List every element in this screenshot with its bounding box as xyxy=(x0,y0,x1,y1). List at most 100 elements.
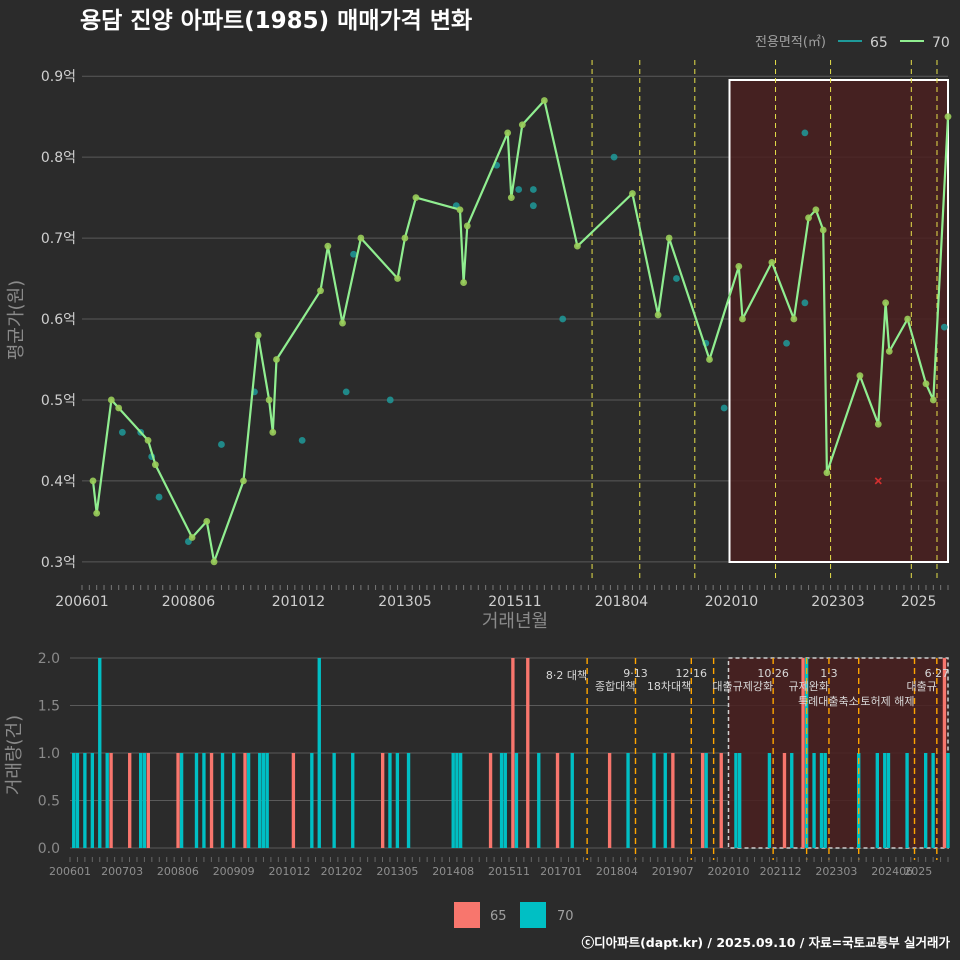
point-70 xyxy=(735,262,743,270)
point-70 xyxy=(357,234,365,242)
bar-70 xyxy=(905,753,909,848)
point-70 xyxy=(210,558,218,566)
policy-date: 10·26 xyxy=(757,667,789,680)
point-65 xyxy=(118,428,126,436)
point-70 xyxy=(463,222,471,230)
bar-70 xyxy=(790,753,794,848)
bar-70 xyxy=(883,753,887,848)
bar-65 xyxy=(511,658,515,848)
price-legend-title: 전용면적(㎡) xyxy=(755,35,826,50)
volume-y-tick: 2.0 xyxy=(38,651,60,667)
bar-70 xyxy=(317,658,321,848)
bar-65 xyxy=(526,658,530,848)
point-70 xyxy=(203,517,211,525)
price-x-tick: 201804 xyxy=(595,594,649,610)
point-70 xyxy=(922,380,930,388)
bar-70 xyxy=(537,753,541,848)
bar-70 xyxy=(767,753,772,848)
volume-highlight-box xyxy=(727,657,949,849)
policy-label: 8·2 대책 xyxy=(546,669,587,682)
bar-70 xyxy=(388,753,392,848)
point-65 xyxy=(155,493,163,501)
point-70 xyxy=(240,477,247,485)
bar-70 xyxy=(455,753,459,848)
bar-65 xyxy=(555,753,560,848)
policy-label: 규제완화 xyxy=(788,680,828,693)
bar-70 xyxy=(179,753,184,848)
bar-70 xyxy=(98,658,102,848)
bar-70 xyxy=(570,753,574,848)
bar-65 xyxy=(719,753,723,848)
bar-70 xyxy=(194,753,199,848)
point-70 xyxy=(507,194,515,201)
bar-70 xyxy=(258,753,262,848)
policy-label: 특례대출축소 xyxy=(798,695,859,708)
price-x-tick: 201012 xyxy=(272,594,325,610)
bar-70 xyxy=(75,753,80,848)
point-65 xyxy=(783,339,790,347)
point-65 xyxy=(801,129,809,137)
volume-y-label: 거래량(건) xyxy=(4,715,25,795)
bar-70 xyxy=(406,753,411,848)
bar-70 xyxy=(823,753,827,848)
volume-x-tick: 202112 xyxy=(760,865,802,878)
bar-65 xyxy=(381,753,385,848)
point-70 xyxy=(89,477,97,485)
policy-label: 대출규제강화 xyxy=(712,680,773,693)
bar-70 xyxy=(626,753,630,848)
point-65 xyxy=(350,250,357,258)
bar-65 xyxy=(243,753,247,848)
footer-credit: ⓒ디아파트(dapt.kr) / 2025.09.10 / 자료=국토교통부 실… xyxy=(582,935,951,950)
price-x-tick: 2025 xyxy=(901,594,937,610)
price-x-tick: 202010 xyxy=(705,594,758,610)
price-x-tick: 200601 xyxy=(55,594,108,610)
point-70 xyxy=(856,372,864,380)
bar-70 xyxy=(142,753,147,848)
bar-70 xyxy=(499,753,504,848)
point-70 xyxy=(944,113,952,121)
point-65 xyxy=(529,186,537,193)
bar-70 xyxy=(139,753,143,848)
price-y-tick: 0.7억 xyxy=(41,231,76,247)
volume-x-tick: 201305 xyxy=(376,865,418,878)
point-70 xyxy=(107,396,115,404)
volume-x-tick: 201511 xyxy=(488,865,530,878)
point-70 xyxy=(265,396,273,404)
point-70 xyxy=(394,275,401,282)
point-65 xyxy=(610,153,618,161)
point-70 xyxy=(768,258,776,266)
bar-65 xyxy=(942,658,947,848)
point-70 xyxy=(324,242,332,250)
bar-70 xyxy=(232,753,236,848)
point-70 xyxy=(504,129,512,137)
price-x-label: 거래년월 xyxy=(482,611,548,632)
bar-65 xyxy=(607,753,612,848)
bar-65 xyxy=(146,753,150,848)
policy-label: 토허제 해제 xyxy=(860,694,914,708)
point-65 xyxy=(720,404,728,412)
marker-x xyxy=(874,477,882,485)
bar-70 xyxy=(72,753,76,848)
volume-y-tick: 1.0 xyxy=(38,746,60,762)
point-70 xyxy=(456,206,464,214)
volume-x-tick: 202303 xyxy=(815,865,857,878)
volume-x-tick: 202406 xyxy=(871,865,913,878)
point-70 xyxy=(518,121,526,129)
point-70 xyxy=(629,190,636,197)
point-65 xyxy=(673,275,680,282)
point-70 xyxy=(823,469,831,477)
price-y-label: 평균가(원) xyxy=(6,280,27,360)
point-65 xyxy=(801,299,809,307)
bar-70 xyxy=(83,753,87,848)
volume-y-tick: 0.0 xyxy=(38,841,60,857)
price-y-tick: 0.8억 xyxy=(41,150,76,166)
volume-x-tick: 200703 xyxy=(101,865,143,878)
point-70 xyxy=(317,287,324,295)
bar-70 xyxy=(332,753,336,848)
price-plot: 0.3억 0.4억 0.5억 0.6억 0.7억 0.8억 0.9억 200601 200806… xyxy=(6,60,952,632)
volume-legend: 65 70 xyxy=(454,902,574,928)
policy-date: 9·13 xyxy=(623,667,648,680)
legend-swatch-65-bar xyxy=(454,902,480,928)
bar-70 xyxy=(704,753,708,848)
